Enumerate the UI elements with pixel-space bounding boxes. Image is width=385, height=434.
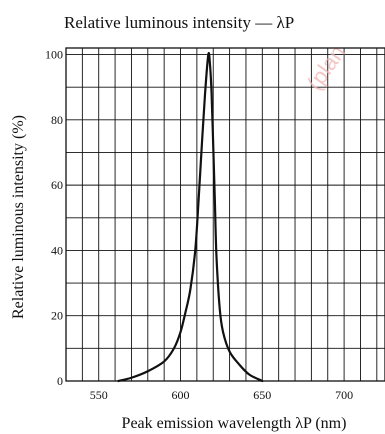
- data-series: [117, 51, 264, 383]
- y-tick-label-0: 0: [57, 374, 63, 388]
- series-line-0: [117, 51, 264, 383]
- tick-labels: 550 600 650 700 0 20 40 60 80 100: [45, 48, 353, 402]
- y-tick-label-60: 60: [51, 178, 63, 192]
- y-tick-label-20: 20: [51, 309, 63, 323]
- x-tick-label-550: 550: [90, 388, 108, 402]
- x-tick-label-650: 650: [253, 388, 271, 402]
- x-tick-label-700: 700: [335, 388, 353, 402]
- y-axis-label: Relative luminous intensity (%): [10, 115, 27, 319]
- plot-frame: [65, 47, 385, 382]
- y-tick-label-100: 100: [45, 48, 63, 62]
- y-tick-label-80: 80: [51, 113, 63, 127]
- grid: [65, 48, 385, 382]
- x-axis-label: Peak emission wavelength λP (nm): [122, 415, 347, 432]
- chart-title: Relative luminous intensity — λP: [64, 13, 294, 32]
- y-tick-label-40: 40: [51, 243, 63, 257]
- x-tick-label-600: 600: [172, 388, 190, 402]
